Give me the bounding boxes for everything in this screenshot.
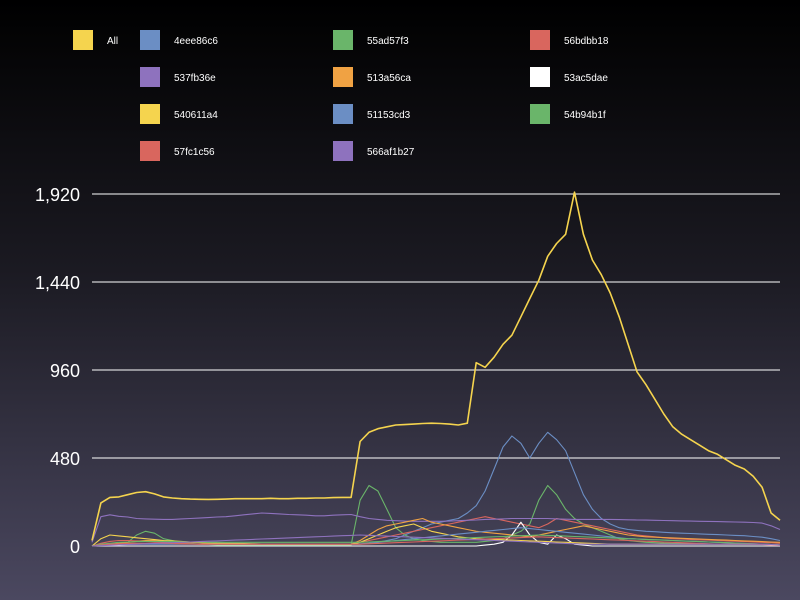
legend-swatch	[333, 67, 353, 87]
series-line-513a56ca	[91, 517, 781, 547]
chart-series-lines	[91, 191, 781, 547]
y-tick-label: 480	[50, 449, 80, 469]
y-tick-label: 960	[50, 361, 80, 381]
legend-item-537fb36e[interactable]: 537fb36e	[140, 67, 216, 87]
legend-label: 540611a4	[174, 110, 218, 121]
legend-item-513a56ca[interactable]: 513a56ca	[333, 67, 411, 87]
y-axis-tick-labels: 0 480 960 1,440 1,920	[35, 185, 80, 557]
y-tick-label: 0	[70, 537, 80, 557]
legend-item-566af1b27[interactable]: 566af1b27	[333, 141, 415, 161]
legend-label: 56bdbb18	[564, 36, 609, 47]
legend-swatch	[333, 30, 353, 50]
chart-gridlines	[92, 193, 780, 459]
series-line-57fc1c56	[91, 536, 781, 547]
series-line-53ac5dae	[92, 521, 780, 547]
legend-label: 513a56ca	[367, 73, 411, 84]
legend-item-55ad57f3[interactable]: 55ad57f3	[333, 30, 409, 50]
legend-label: 53ac5dae	[564, 73, 608, 84]
legend-item-53ac5dae[interactable]: 53ac5dae	[530, 67, 608, 87]
legend-label: 55ad57f3	[367, 36, 409, 47]
series-line-All	[91, 191, 781, 541]
legend-swatch	[140, 30, 160, 50]
legend-swatch	[140, 141, 160, 161]
legend-swatch	[140, 104, 160, 124]
legend-label: 57fc1c56	[174, 147, 215, 158]
legend-swatch	[73, 30, 93, 50]
legend-swatch	[333, 141, 353, 161]
y-tick-label: 1,920	[35, 185, 80, 205]
legend-item-540611a4[interactable]: 540611a4	[140, 104, 218, 124]
y-tick-label: 1,440	[35, 273, 80, 293]
legend-label: 566af1b27	[367, 147, 415, 158]
legend-item-51153cd3[interactable]: 51153cd3	[333, 104, 411, 124]
series-line-55ad57f3	[92, 484, 781, 547]
series-line-537fb36e	[91, 512, 781, 543]
series-line-566af1b27	[91, 534, 781, 547]
legend-label: 51153cd3	[367, 110, 411, 121]
chart-legend[interactable]: All 4eee86c6 55ad57f3 56bdbb18 537fb36e 513a5…	[73, 30, 609, 161]
legend-swatch	[530, 104, 550, 124]
legend-swatch	[333, 104, 353, 124]
legend-item-All[interactable]: All	[73, 30, 118, 50]
legend-label: 537fb36e	[174, 73, 216, 84]
legend-item-56bdbb18[interactable]: 56bdbb18	[530, 30, 609, 50]
legend-label: 4eee86c6	[174, 36, 218, 47]
legend-swatch	[530, 67, 550, 87]
legend-swatch	[140, 67, 160, 87]
series-line-4eee86c6	[92, 431, 781, 547]
legend-swatch	[530, 30, 550, 50]
legend-label: All	[107, 36, 118, 47]
legend-item-57fc1c56[interactable]: 57fc1c56	[140, 141, 215, 161]
legend-item-4eee86c6[interactable]: 4eee86c6	[140, 30, 218, 50]
legend-label: 54b94b1f	[564, 110, 606, 121]
legend-item-54b94b1f[interactable]: 54b94b1f	[530, 104, 606, 124]
series-line-54b94b1f	[91, 534, 781, 547]
